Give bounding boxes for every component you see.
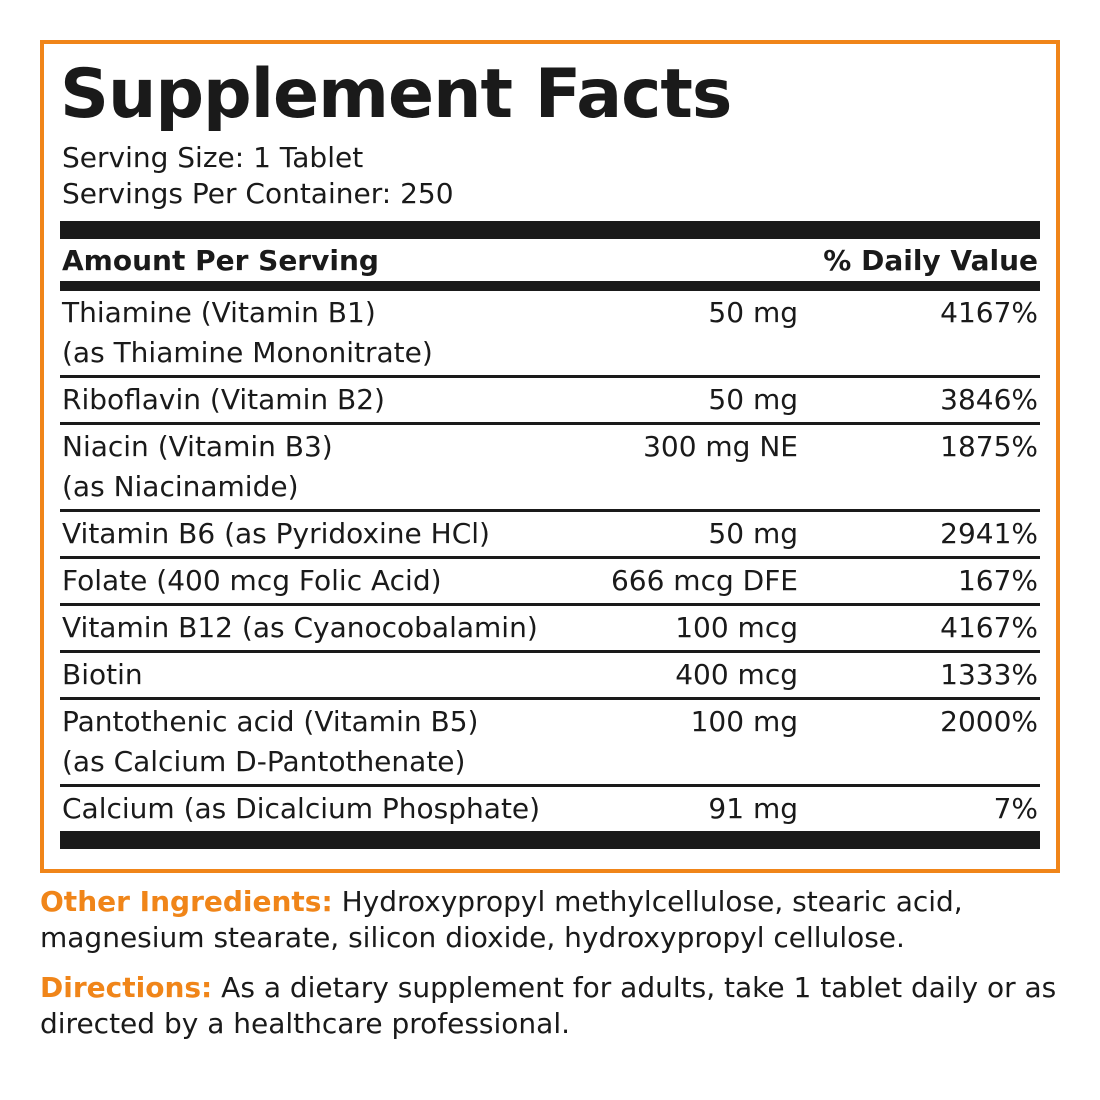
divider: [60, 831, 1040, 849]
amount: 666 mcg DFE: [610, 564, 798, 597]
amount: 300 mg NE: [643, 430, 798, 463]
title: Supplement Facts: [60, 55, 732, 134]
rows: Thiamine (Vitamin B1) (as Thiamine Mononi…: [60, 291, 1040, 831]
header-amount: Amount Per Serving: [62, 244, 379, 277]
daily-value: 4167%: [940, 296, 1038, 329]
nutrient-name: Folate (400 mcg Folic Acid): [62, 561, 558, 601]
nutrient-name: Niacin (Vitamin B3) (as Niacinamide): [62, 427, 558, 507]
nutrient-row: Vitamin B6 (as Pyridoxine HCl) 50 mg 2941%: [60, 512, 1040, 559]
nutrient-row: Pantothenic acid (Vitamin B5) (as Calcium…: [60, 700, 1040, 787]
amount: 50 mg: [708, 517, 798, 550]
amount: 100 mcg: [675, 611, 798, 644]
nutrient-name: Biotin: [62, 655, 558, 695]
nutrient-row: Calcium (as Dicalcium Phosphate) 91 mg 7%: [60, 787, 1040, 831]
amount: 50 mg: [708, 296, 798, 329]
name-line: (as Calcium D-Pantothenate): [62, 745, 466, 778]
nutrient-name: Vitamin B12 (as Cyanocobalamin): [62, 608, 558, 648]
name-line: Biotin: [62, 658, 143, 691]
label: Directions:: [40, 971, 213, 1004]
daily-value: 4167%: [940, 611, 1038, 644]
daily-value: 167%: [957, 564, 1038, 597]
header-dv: % Daily Value: [823, 244, 1038, 277]
name-line: Thiamine (Vitamin B1): [62, 296, 376, 329]
daily-value: 2941%: [940, 517, 1038, 550]
amount: 400 mcg: [675, 658, 798, 691]
name-line: Folate (400 mcg Folic Acid): [62, 564, 442, 597]
nutrient-name: Riboflavin (Vitamin B2): [62, 380, 558, 420]
nutrient-row: Folate (400 mcg Folic Acid) 666 mcg DFE 16…: [60, 559, 1040, 606]
servings-per-container: Servings Per Container: 250: [62, 177, 454, 210]
amount: 50 mg: [708, 383, 798, 416]
nutrient-row: Biotin 400 mcg 1333%: [60, 653, 1040, 700]
text: Hydroxypropyl methylcellulose, stearic a…: [40, 885, 963, 954]
other-ingredients: Other Ingredients: Hydroxypropyl methylc…: [40, 884, 1070, 956]
facts-panel: Supplement Facts Serving Size: 1 Tablet …: [40, 40, 1060, 873]
daily-value: 1333%: [940, 658, 1038, 691]
label: Other Ingredients:: [40, 885, 333, 918]
daily-value: 2000%: [940, 705, 1038, 738]
divider: [60, 221, 1040, 239]
name-line: Calcium (as Dicalcium Phosphate): [62, 792, 541, 825]
nutrient-row: Riboflavin (Vitamin B2) 50 mg 3846%: [60, 378, 1040, 425]
serving-size: Serving Size: 1 Tablet: [62, 141, 364, 174]
nutrient-name: Vitamin B6 (as Pyridoxine HCl): [62, 514, 558, 554]
daily-value: 3846%: [940, 383, 1038, 416]
text: As a dietary supplement for adults, take…: [40, 971, 1057, 1040]
daily-value: 1875%: [940, 430, 1038, 463]
facts-table: Amount Per Serving % Daily Value Thiamin…: [60, 221, 1040, 849]
nutrient-name: Pantothenic acid (Vitamin B5) (as Calcium…: [62, 702, 558, 782]
name-line: Niacin (Vitamin B3): [62, 430, 333, 463]
directions: Directions: As a dietary supplement for …: [40, 970, 1070, 1042]
nutrient-row: Niacin (Vitamin B3) (as Niacinamide) 300 m…: [60, 425, 1040, 512]
table-header: Amount Per Serving % Daily Value: [60, 239, 1040, 291]
nutrient-row: Vitamin B12 (as Cyanocobalamin) 100 mcg 41…: [60, 606, 1040, 653]
nutrient-row: Thiamine (Vitamin B1) (as Thiamine Mononi…: [60, 291, 1040, 378]
name-line: (as Niacinamide): [62, 470, 299, 503]
name-line: Riboflavin (Vitamin B2): [62, 383, 385, 416]
amount: 91 mg: [708, 792, 798, 825]
nutrient-name: Calcium (as Dicalcium Phosphate): [62, 789, 558, 829]
daily-value: 7%: [993, 792, 1038, 825]
name-line: Vitamin B12 (as Cyanocobalamin): [62, 611, 538, 644]
name-line: Vitamin B6 (as Pyridoxine HCl): [62, 517, 490, 550]
amount: 100 mg: [690, 705, 798, 738]
name-line: (as Thiamine Mononitrate): [62, 336, 433, 369]
name-line: Pantothenic acid (Vitamin B5): [62, 705, 479, 738]
nutrient-name: Thiamine (Vitamin B1) (as Thiamine Mononi…: [62, 293, 558, 373]
